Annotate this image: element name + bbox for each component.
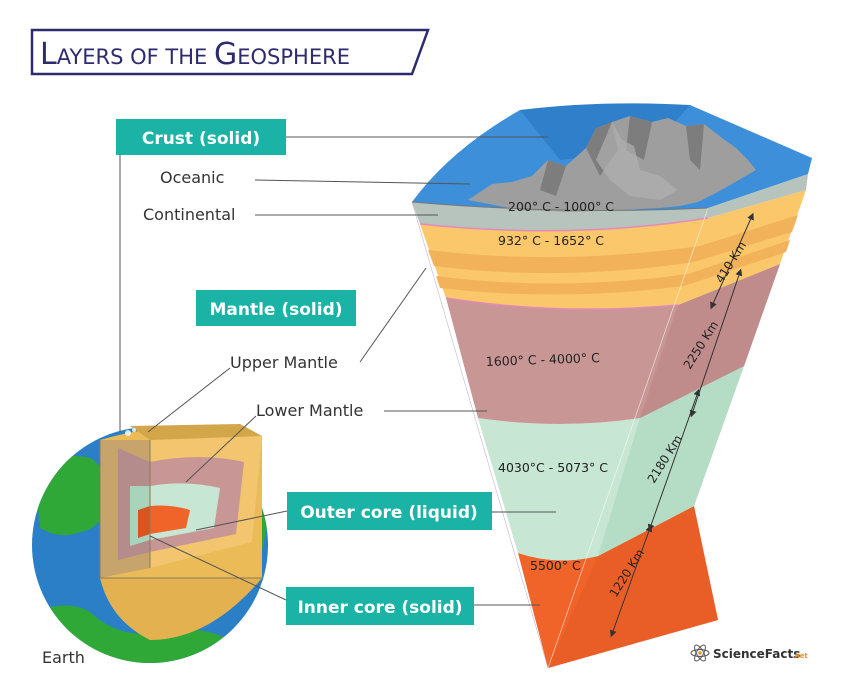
globe-inner-core: [150, 505, 190, 534]
arrow-outer-core: [647, 388, 701, 532]
upper-mantle-label: Upper Mantle: [230, 353, 338, 372]
temp-crust: 200° C - 1000° C: [508, 199, 614, 214]
outer-core-label: Outer core (liquid): [300, 503, 478, 523]
title-banner: LAYERS OF THE GEOSPHERE: [30, 28, 430, 76]
logo-suffix: .net: [792, 652, 808, 660]
earth-label: Earth: [42, 648, 85, 667]
sciencefacts-logo: ScienceFacts .net: [690, 644, 808, 662]
earth-wedge: 200° C - 1000° C 932° C - 1652° C 1600° …: [411, 103, 812, 669]
temp-outer-core: 4030°C - 5073° C: [498, 460, 608, 475]
arrow-inner-core: [609, 524, 653, 638]
wedge-crust: [412, 174, 808, 231]
logo-name: ScienceFacts: [713, 647, 800, 661]
inner-core-label: Inner core (solid): [297, 598, 462, 618]
lower-mantle-label: Lower Mantle: [256, 401, 363, 420]
labels: Crust (solid) Oceanic Continental Mantle…: [116, 119, 556, 625]
crust-label: Crust (solid): [142, 129, 260, 149]
outer-core-label-box: [287, 492, 492, 530]
mantle-label-box: [196, 290, 356, 326]
atom-icon: [690, 644, 710, 662]
inner-core-label-box: [286, 587, 474, 625]
oceanic-label: Oceanic: [160, 168, 224, 187]
title-frame: [30, 28, 430, 76]
page-title: LAYERS OF THE GEOSPHERE: [40, 37, 350, 72]
temp-lower-mantle: 1600° C - 4000° C: [486, 350, 601, 369]
earth-globe: Earth: [32, 424, 268, 667]
crust-label-box: [116, 119, 286, 155]
temp-upper-mantle: 932° C - 1652° C: [498, 233, 604, 248]
mantle-label: Mantle (solid): [209, 300, 342, 320]
continental-label: Continental: [143, 205, 235, 224]
temp-inner-core: 5500° C: [530, 558, 581, 573]
